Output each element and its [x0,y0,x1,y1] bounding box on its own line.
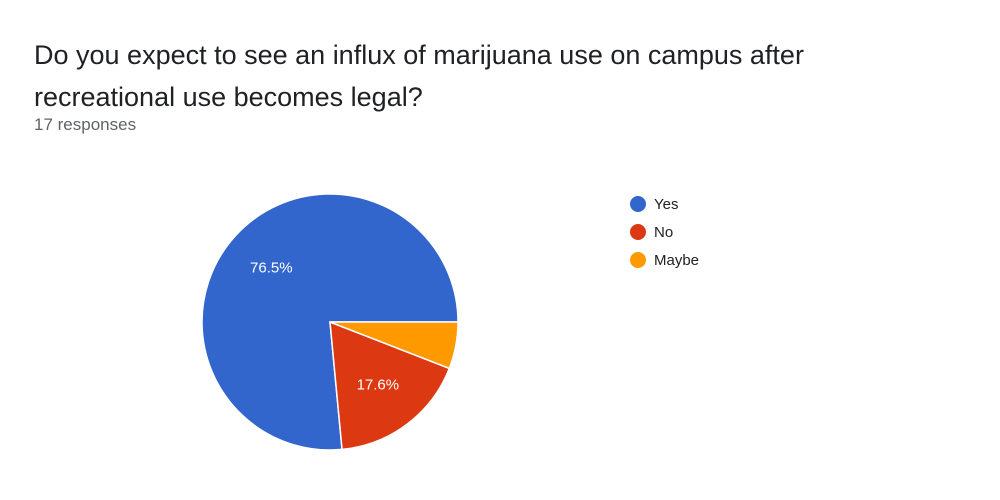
question-title: Do you expect to see an influx of mariju… [34,40,804,112]
legend-swatch-no [630,224,646,240]
response-count: 17 responses [34,115,137,134]
pie-slice-yes[interactable] [201,193,459,451]
pie-slices [201,193,459,451]
legend: Yes No Maybe [630,190,699,274]
legend-label-no: No [654,223,674,241]
legend-item-yes[interactable]: Yes [630,190,699,218]
legend-label-yes: Yes [654,195,679,213]
legend-item-maybe[interactable]: Maybe [630,246,699,274]
legend-swatch-maybe [630,252,646,268]
pie-chart: 76.5% 17.6% [201,193,459,451]
pie-slice-no[interactable] [329,320,451,451]
legend-label-maybe: Maybe [654,251,700,269]
slice-label-no: 17.6% [357,376,400,393]
pie-slice-maybe[interactable] [329,321,459,370]
slice-label-yes: 76.5% [250,260,293,277]
legend-swatch-yes [630,196,646,212]
legend-item-no[interactable]: No [630,218,699,246]
pie-labels: 76.5% 17.6% [250,260,399,394]
